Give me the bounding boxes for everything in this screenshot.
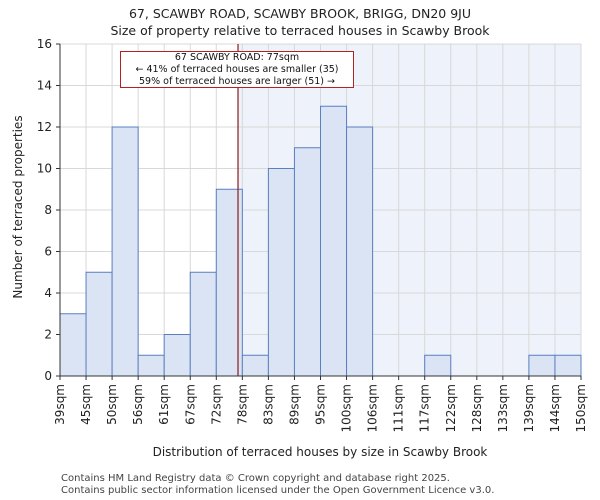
histogram-bar	[320, 105, 348, 377]
y-tick-label: 6	[44, 245, 52, 259]
footer-line2: Contains public sector information licen…	[61, 485, 495, 496]
x-tick-label: 111sqm	[392, 384, 406, 432]
x-tick-label: 61sqm	[157, 384, 171, 425]
histogram-bar	[554, 354, 582, 377]
y-tick-label: 14	[37, 79, 52, 93]
x-tick-label: 95sqm	[314, 384, 328, 425]
x-axis-label: Distribution of terraced houses by size …	[152, 445, 488, 459]
y-tick-label: 4	[44, 286, 52, 300]
y-tick-label: 12	[37, 120, 52, 134]
histogram-bar	[424, 354, 452, 377]
histogram-bar	[267, 168, 295, 377]
footer-line1: Contains HM Land Registry data © Crown c…	[61, 473, 450, 484]
histogram-bar	[528, 354, 556, 377]
histogram-bar	[163, 334, 191, 377]
y-tick-label: 10	[37, 162, 52, 176]
annotation-line1: 67 SCAWBY ROAD: 77sqm	[174, 52, 300, 63]
histogram-bar	[59, 313, 87, 377]
y-tick-label: 2	[44, 328, 52, 342]
y-tick-label: 16	[37, 37, 52, 51]
x-tick-label: 50sqm	[105, 384, 119, 425]
x-tick-label: 56sqm	[131, 384, 145, 425]
property-annotation: 67 SCAWBY ROAD: 77sqm ← 41% of terraced …	[120, 51, 354, 88]
x-tick-label: 117sqm	[418, 384, 432, 432]
x-tick-label: 139sqm	[522, 384, 536, 432]
x-tick-label: 89sqm	[287, 384, 301, 425]
y-axis-label: Number of terraced properties	[11, 115, 25, 299]
x-tick-label: 144sqm	[548, 384, 562, 432]
x-tick-label: 133sqm	[496, 384, 510, 432]
histogram-bar	[241, 354, 269, 377]
x-tick-label: 150sqm	[574, 384, 588, 432]
histogram-bar	[189, 271, 217, 377]
histogram-bar	[293, 147, 322, 377]
x-tick-label: 83sqm	[261, 384, 275, 425]
x-tick-label: 67sqm	[183, 384, 197, 425]
x-tick-label: 128sqm	[470, 384, 484, 432]
annotation-line2: ← 41% of terraced houses are smaller (35…	[135, 64, 339, 75]
x-tick-label: 106sqm	[366, 384, 380, 432]
x-tick-label: 122sqm	[444, 384, 458, 432]
y-tick-label: 8	[44, 203, 52, 217]
annotation-line3: 59% of terraced houses are larger (51) →	[139, 76, 335, 87]
histogram-bar	[346, 126, 374, 377]
x-tick-label: 100sqm	[340, 384, 354, 432]
histogram-bar	[85, 271, 113, 377]
y-tick-label: 0	[44, 369, 52, 383]
chart-title-line2: Size of property relative to terraced ho…	[110, 23, 490, 38]
histogram-bar	[111, 126, 139, 377]
x-tick-label: 78sqm	[235, 384, 249, 425]
x-tick-label: 72sqm	[209, 384, 223, 425]
x-tick-label: 45sqm	[79, 384, 93, 425]
histogram-bar	[137, 354, 165, 377]
x-tick-label: 39sqm	[53, 384, 67, 425]
chart-title-line1: 67, SCAWBY ROAD, SCAWBY BROOK, BRIGG, DN…	[128, 6, 472, 21]
